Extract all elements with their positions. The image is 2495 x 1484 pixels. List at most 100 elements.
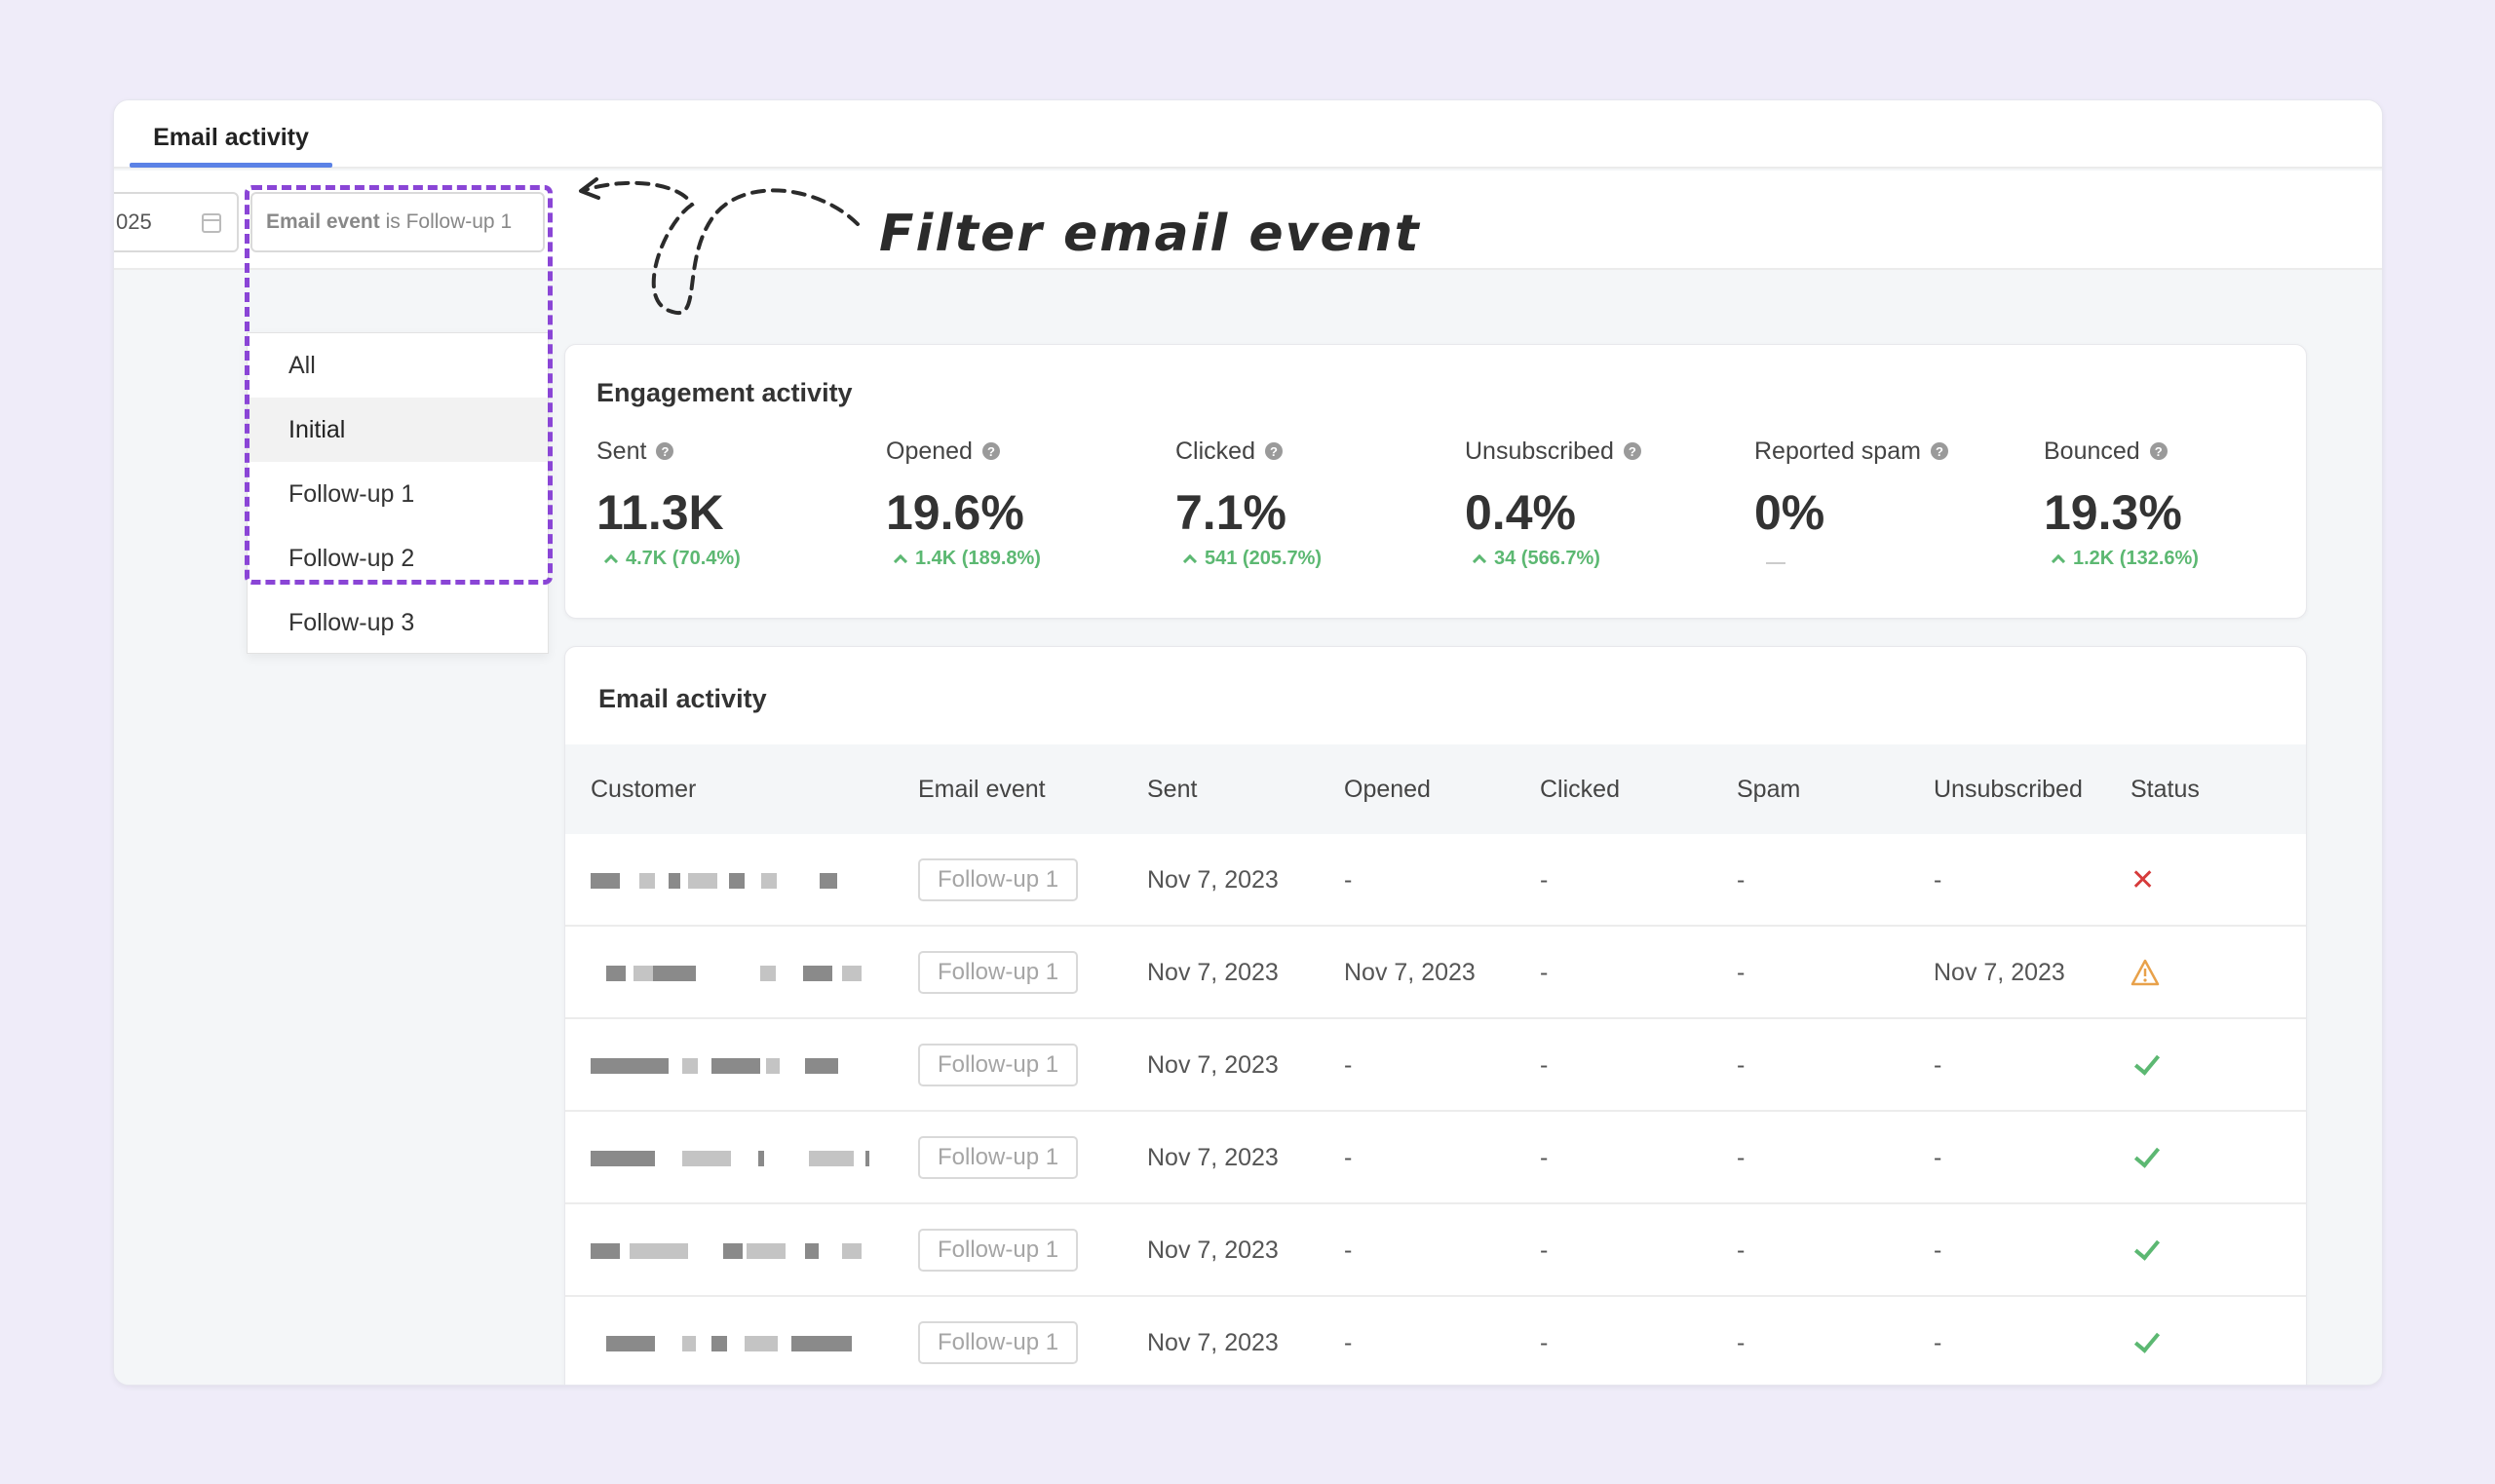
- status-cell: ✕: [2130, 834, 2155, 926]
- metric-bounced: Bounced? 19.3% 1.2K (132.6%): [2044, 435, 2317, 571]
- date-range-value: 025: [116, 209, 152, 234]
- redaction-block: [591, 1058, 669, 1074]
- table-row[interactable]: Follow-up 1 Nov 7, 2023 - - - -: [565, 1297, 2306, 1385]
- column-header[interactable]: Unsubscribed: [1934, 775, 2083, 803]
- help-icon[interactable]: ?: [1930, 442, 1948, 460]
- sent-cell: Nov 7, 2023: [1147, 958, 1279, 986]
- redaction-block: [591, 1243, 620, 1259]
- opened-cell: -: [1344, 1050, 1353, 1079]
- metric-delta-text: 541 (205.7%): [1205, 547, 1323, 569]
- table-row[interactable]: Follow-up 1 Nov 7, 2023 - - - - ✕: [565, 834, 2306, 927]
- metric-delta: 34 (566.7%): [1465, 546, 1738, 571]
- table-row[interactable]: Follow-up 1 Nov 7, 2023 - - - -: [565, 1204, 2306, 1297]
- sent-cell: Nov 7, 2023: [1147, 1050, 1279, 1079]
- calendar-icon: [202, 213, 221, 233]
- help-icon[interactable]: ?: [2149, 442, 2168, 460]
- help-icon[interactable]: ?: [1264, 442, 1283, 460]
- redaction-block: [669, 873, 680, 889]
- email-activity-title: Email activity: [598, 684, 767, 713]
- redaction-block: [653, 966, 696, 981]
- dropdown-option[interactable]: All: [288, 351, 316, 379]
- email-event-cell: Follow-up 1: [918, 1019, 1079, 1111]
- dropdown-option[interactable]: Follow-up 3: [288, 608, 415, 636]
- email-event-dropdown: All Initial Follow-up 1 Follow-up 2 Follow-u…: [247, 332, 549, 654]
- sent-cell: Nov 7, 2023: [1147, 1143, 1279, 1171]
- metric-label: Bounced?: [2044, 435, 2317, 468]
- metric-label: Opened?: [886, 435, 1159, 468]
- redaction-block: [606, 1336, 655, 1351]
- redaction-block: [682, 1151, 731, 1166]
- metric-label: Unsubscribed?: [1465, 435, 1738, 468]
- x-icon: ✕: [2130, 863, 2156, 896]
- metric-delta-text: 4.7K (70.4%): [626, 547, 741, 569]
- table-row[interactable]: Follow-up 1 Nov 7, 2023 - - - -: [565, 1112, 2306, 1204]
- column-header[interactable]: Customer: [591, 775, 697, 803]
- table-row[interactable]: Follow-up 1 Nov 7, 2023 - - - -: [565, 1019, 2306, 1112]
- annotation-label: Filter email event: [879, 205, 1421, 263]
- sent-cell: Nov 7, 2023: [1147, 865, 1279, 894]
- metric-label: Sent?: [596, 435, 869, 468]
- metric-value: 11.3K: [596, 485, 724, 540]
- metric-label: Reported spam?: [1754, 435, 2027, 468]
- customer-cell-redacted: [591, 1297, 883, 1385]
- column-header[interactable]: Opened: [1344, 775, 1431, 803]
- help-icon[interactable]: ?: [1623, 442, 1641, 460]
- filter-operator: is: [379, 210, 406, 233]
- redaction-block: [591, 1151, 655, 1166]
- check-icon: [2133, 1234, 2161, 1261]
- metric-reported-spam: Reported spam? 0%: [1754, 435, 2027, 571]
- metric-delta-text: 1.2K (132.6%): [2073, 547, 2199, 569]
- dropdown-option[interactable]: Follow-up 2: [288, 544, 415, 572]
- email-event-tag: Follow-up 1: [918, 1229, 1079, 1272]
- metric-delta: 4.7K (70.4%): [596, 546, 869, 571]
- metric-label-text: Sent: [596, 437, 647, 465]
- redaction-block: [682, 1058, 698, 1074]
- tab-email-activity[interactable]: Email activity: [153, 123, 309, 151]
- redaction-block: [633, 966, 653, 981]
- column-header[interactable]: Sent: [1147, 775, 1198, 803]
- date-range-field[interactable]: 025: [114, 192, 239, 252]
- email-event-cell: Follow-up 1: [918, 1297, 1079, 1385]
- clicked-cell: -: [1540, 1050, 1549, 1079]
- spam-cell: -: [1737, 1050, 1746, 1079]
- spam-cell: -: [1737, 1143, 1746, 1171]
- column-header[interactable]: Clicked: [1540, 775, 1620, 803]
- dropdown-option[interactable]: Follow-up 1: [288, 479, 415, 508]
- email-event-tag: Follow-up 1: [918, 1136, 1079, 1179]
- redaction-block: [591, 873, 620, 889]
- metric-value: 19.3%: [2044, 485, 2182, 540]
- no-change-dash: [1766, 562, 1785, 564]
- customer-cell-redacted: [591, 1204, 883, 1296]
- clicked-cell: -: [1540, 1328, 1549, 1356]
- unsubscribed-cell: -: [1934, 1050, 1942, 1079]
- unsubscribed-cell: Nov 7, 2023: [1934, 958, 2065, 986]
- metric-clicked: Clicked? 7.1% 541 (205.7%): [1175, 435, 1448, 571]
- help-icon[interactable]: ?: [981, 442, 1000, 460]
- sent-cell: Nov 7, 2023: [1147, 1328, 1279, 1356]
- email-event-filter[interactable]: Email event is Follow-up 1: [250, 192, 545, 252]
- metric-delta-text: 1.4K (189.8%): [915, 547, 1041, 569]
- column-header[interactable]: Status: [2130, 775, 2200, 803]
- spam-cell: -: [1737, 1236, 1746, 1264]
- filter-value: Follow-up 1: [405, 210, 513, 233]
- redaction-block: [682, 1336, 696, 1351]
- caret-up-icon: [603, 553, 619, 569]
- dropdown-option[interactable]: Initial: [248, 398, 548, 462]
- redaction-block: [711, 1336, 727, 1351]
- table-row[interactable]: Follow-up 1 Nov 7, 2023 Nov 7, 2023 - - Nov 7…: [565, 927, 2306, 1019]
- opened-cell: -: [1344, 1328, 1353, 1356]
- table-header: Customer Email event Sent Opened Clicked Spam…: [565, 744, 2306, 834]
- email-event-tag: Follow-up 1: [918, 858, 1079, 901]
- redaction-block: [747, 1243, 786, 1259]
- redaction-block: [711, 1058, 760, 1074]
- email-event-cell: Follow-up 1: [918, 1204, 1079, 1296]
- help-icon[interactable]: ?: [656, 442, 674, 460]
- email-event-tag: Follow-up 1: [918, 1044, 1079, 1086]
- clicked-cell: -: [1540, 865, 1549, 894]
- caret-up-icon: [1472, 553, 1487, 569]
- redaction-block: [842, 1243, 862, 1259]
- metric-value: 19.6%: [886, 485, 1024, 540]
- column-header[interactable]: Email event: [918, 775, 1046, 803]
- column-header[interactable]: Spam: [1737, 775, 1801, 803]
- unsubscribed-cell: -: [1934, 1236, 1942, 1264]
